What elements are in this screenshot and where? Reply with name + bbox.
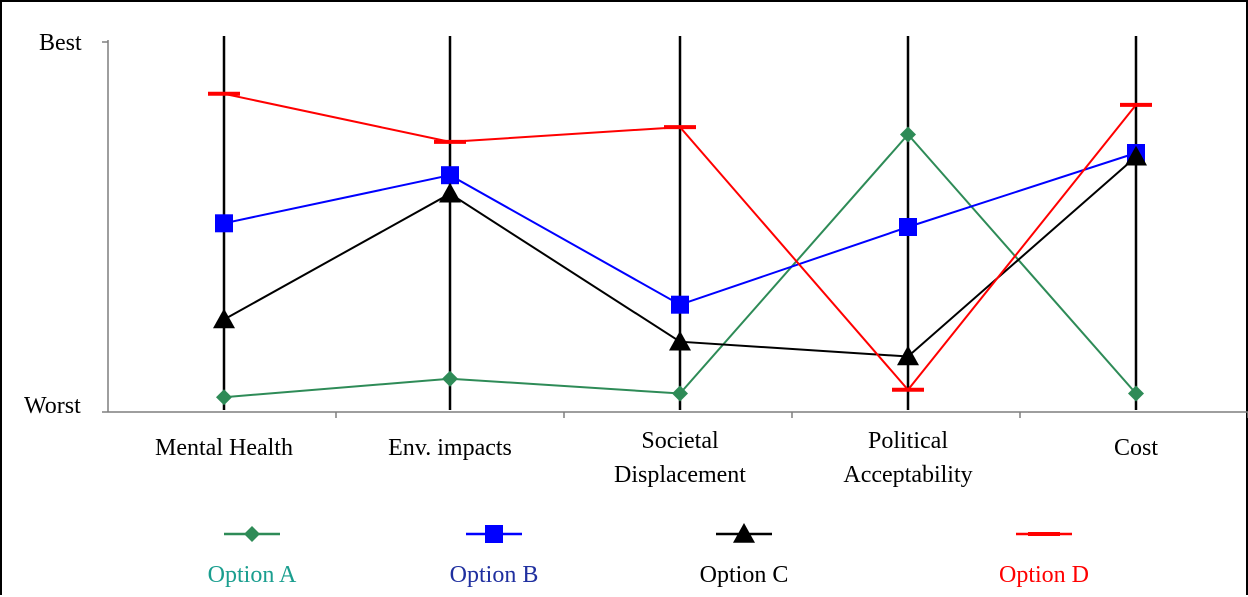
data-point-diamond (900, 126, 916, 143)
category-label-line: Cost (1114, 435, 1158, 461)
series-layer (208, 91, 1152, 406)
legend-label: Option B (450, 562, 539, 588)
category-label-line: Political (868, 428, 948, 454)
data-point-triangle (1125, 145, 1147, 166)
legend-label: Option A (208, 562, 297, 588)
legend-item-option-a: Option A (208, 526, 297, 588)
series-option-a (216, 126, 1144, 406)
category-label: Env. impacts (388, 435, 512, 461)
category-label-line: Societal (641, 428, 719, 454)
legend-item-option-b: Option B (450, 525, 539, 588)
data-point-triangle (213, 308, 235, 329)
category-axes-layer (222, 36, 1138, 410)
legend-marker-triangle (733, 523, 755, 543)
data-point-diamond (216, 389, 232, 406)
category-label-line: Acceptability (843, 462, 972, 488)
category-label: Political Acceptability (843, 428, 972, 488)
data-point-diamond (1128, 385, 1144, 402)
legend-marker-diamond (244, 526, 260, 542)
data-point-square (899, 218, 917, 236)
legend-marker-square (485, 525, 503, 543)
series-option-d (208, 91, 1152, 392)
data-point-diamond (442, 370, 458, 387)
data-point-square (671, 295, 689, 314)
legend-item-option-d: Option D (999, 532, 1089, 588)
legend-label: Option D (999, 562, 1089, 588)
axes-layer: Best Worst (24, 30, 1248, 419)
y-tick-label-best: Best (39, 30, 82, 56)
category-label: Cost (1114, 435, 1158, 461)
x-ticks-layer (335, 412, 1248, 418)
category-labels-layer: Mental Health Env. impacts Societal Displac… (155, 428, 1158, 488)
category-label-line: Env. impacts (388, 435, 512, 461)
data-point-triangle (439, 182, 461, 203)
category-label: Mental Health (155, 435, 293, 461)
data-point-diamond (672, 385, 688, 402)
data-point-triangle (897, 345, 919, 366)
legend: Option A Option B Option C Option D (208, 523, 1089, 588)
series-option-c (213, 145, 1147, 366)
data-point-triangle (669, 330, 691, 351)
legend-label: Option C (700, 562, 789, 588)
category-label: Societal Displacement (614, 428, 746, 488)
y-tick-label-worst: Worst (24, 393, 81, 419)
category-label-line: Displacement (614, 462, 746, 488)
category-label-line: Mental Health (155, 435, 293, 461)
data-point-square (215, 214, 233, 233)
data-point-square (441, 166, 459, 185)
legend-item-option-c: Option C (700, 523, 789, 588)
